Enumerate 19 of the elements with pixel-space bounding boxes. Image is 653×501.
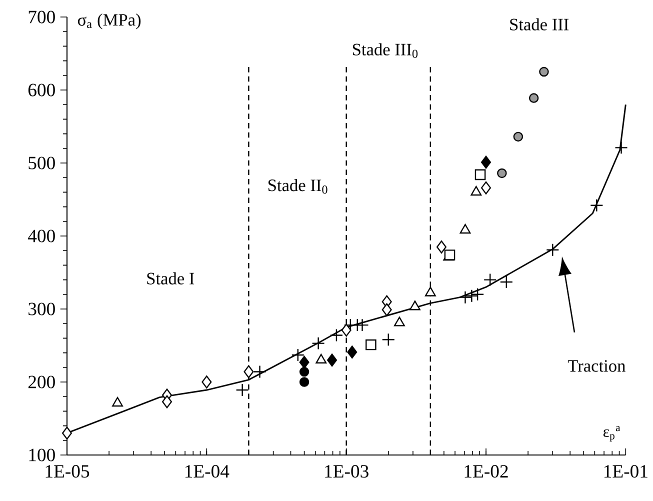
y-tick-label: 300 bbox=[28, 302, 55, 316]
annotation: Stade III$_{0}$ bbox=[352, 43, 418, 58]
x-tick-label: 1E-02 bbox=[464, 465, 508, 478]
x-tick-label: 1E-05 bbox=[46, 465, 90, 478]
y-tick-label: 600 bbox=[28, 84, 55, 96]
text: Traction bbox=[568, 360, 626, 372]
annotation: Stade III bbox=[510, 18, 569, 30]
x-tick-label: 1E-04 bbox=[185, 465, 230, 478]
y-tick-label: 700 bbox=[28, 10, 55, 24]
y-tick-label: 400 bbox=[28, 230, 55, 242]
y-tick-label: 200 bbox=[28, 376, 55, 388]
x-tick-label: 1E-01 bbox=[604, 465, 648, 478]
y-axis-title: σ$_{a}$ (MPa) bbox=[78, 14, 141, 30]
x-axis-title: ε$_{p}$a bbox=[603, 426, 620, 442]
annotation: Stade II$_{0}$ bbox=[268, 179, 328, 194]
x-tick-label: 1E-03 bbox=[325, 465, 368, 478]
y-tick-label: 500 bbox=[28, 156, 55, 170]
y-tick-label: 100 bbox=[29, 448, 55, 462]
annotation: Stade I bbox=[147, 272, 194, 284]
